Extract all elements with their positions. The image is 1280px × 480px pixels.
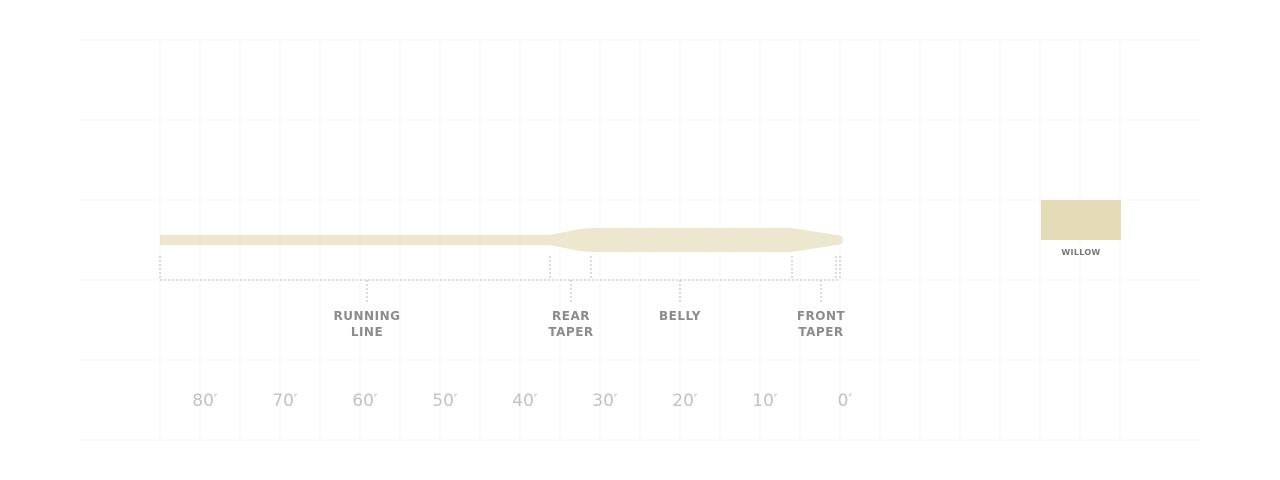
color-swatch <box>1041 200 1121 240</box>
segment-label: REAR TAPER <box>548 309 594 339</box>
scale-label: 60′ <box>352 391 378 411</box>
scale-label: 30′ <box>592 391 618 411</box>
segment-label: RUNNING LINE <box>333 309 401 339</box>
scale-label: 0′ <box>837 391 853 411</box>
scale-label: 20′ <box>672 391 698 411</box>
scale-label: 10′ <box>752 391 778 411</box>
fly-line <box>160 228 843 252</box>
scale-label: 50′ <box>432 391 458 411</box>
segment-label: FRONT TAPER <box>796 309 846 339</box>
scale-label: 80′ <box>192 391 218 411</box>
scale-label: 70′ <box>272 391 298 411</box>
scale-label: 40′ <box>512 391 538 411</box>
segment-label: BELLY <box>659 309 701 323</box>
swatch-label: WILLOW <box>1061 248 1101 257</box>
brackets <box>159 256 841 304</box>
